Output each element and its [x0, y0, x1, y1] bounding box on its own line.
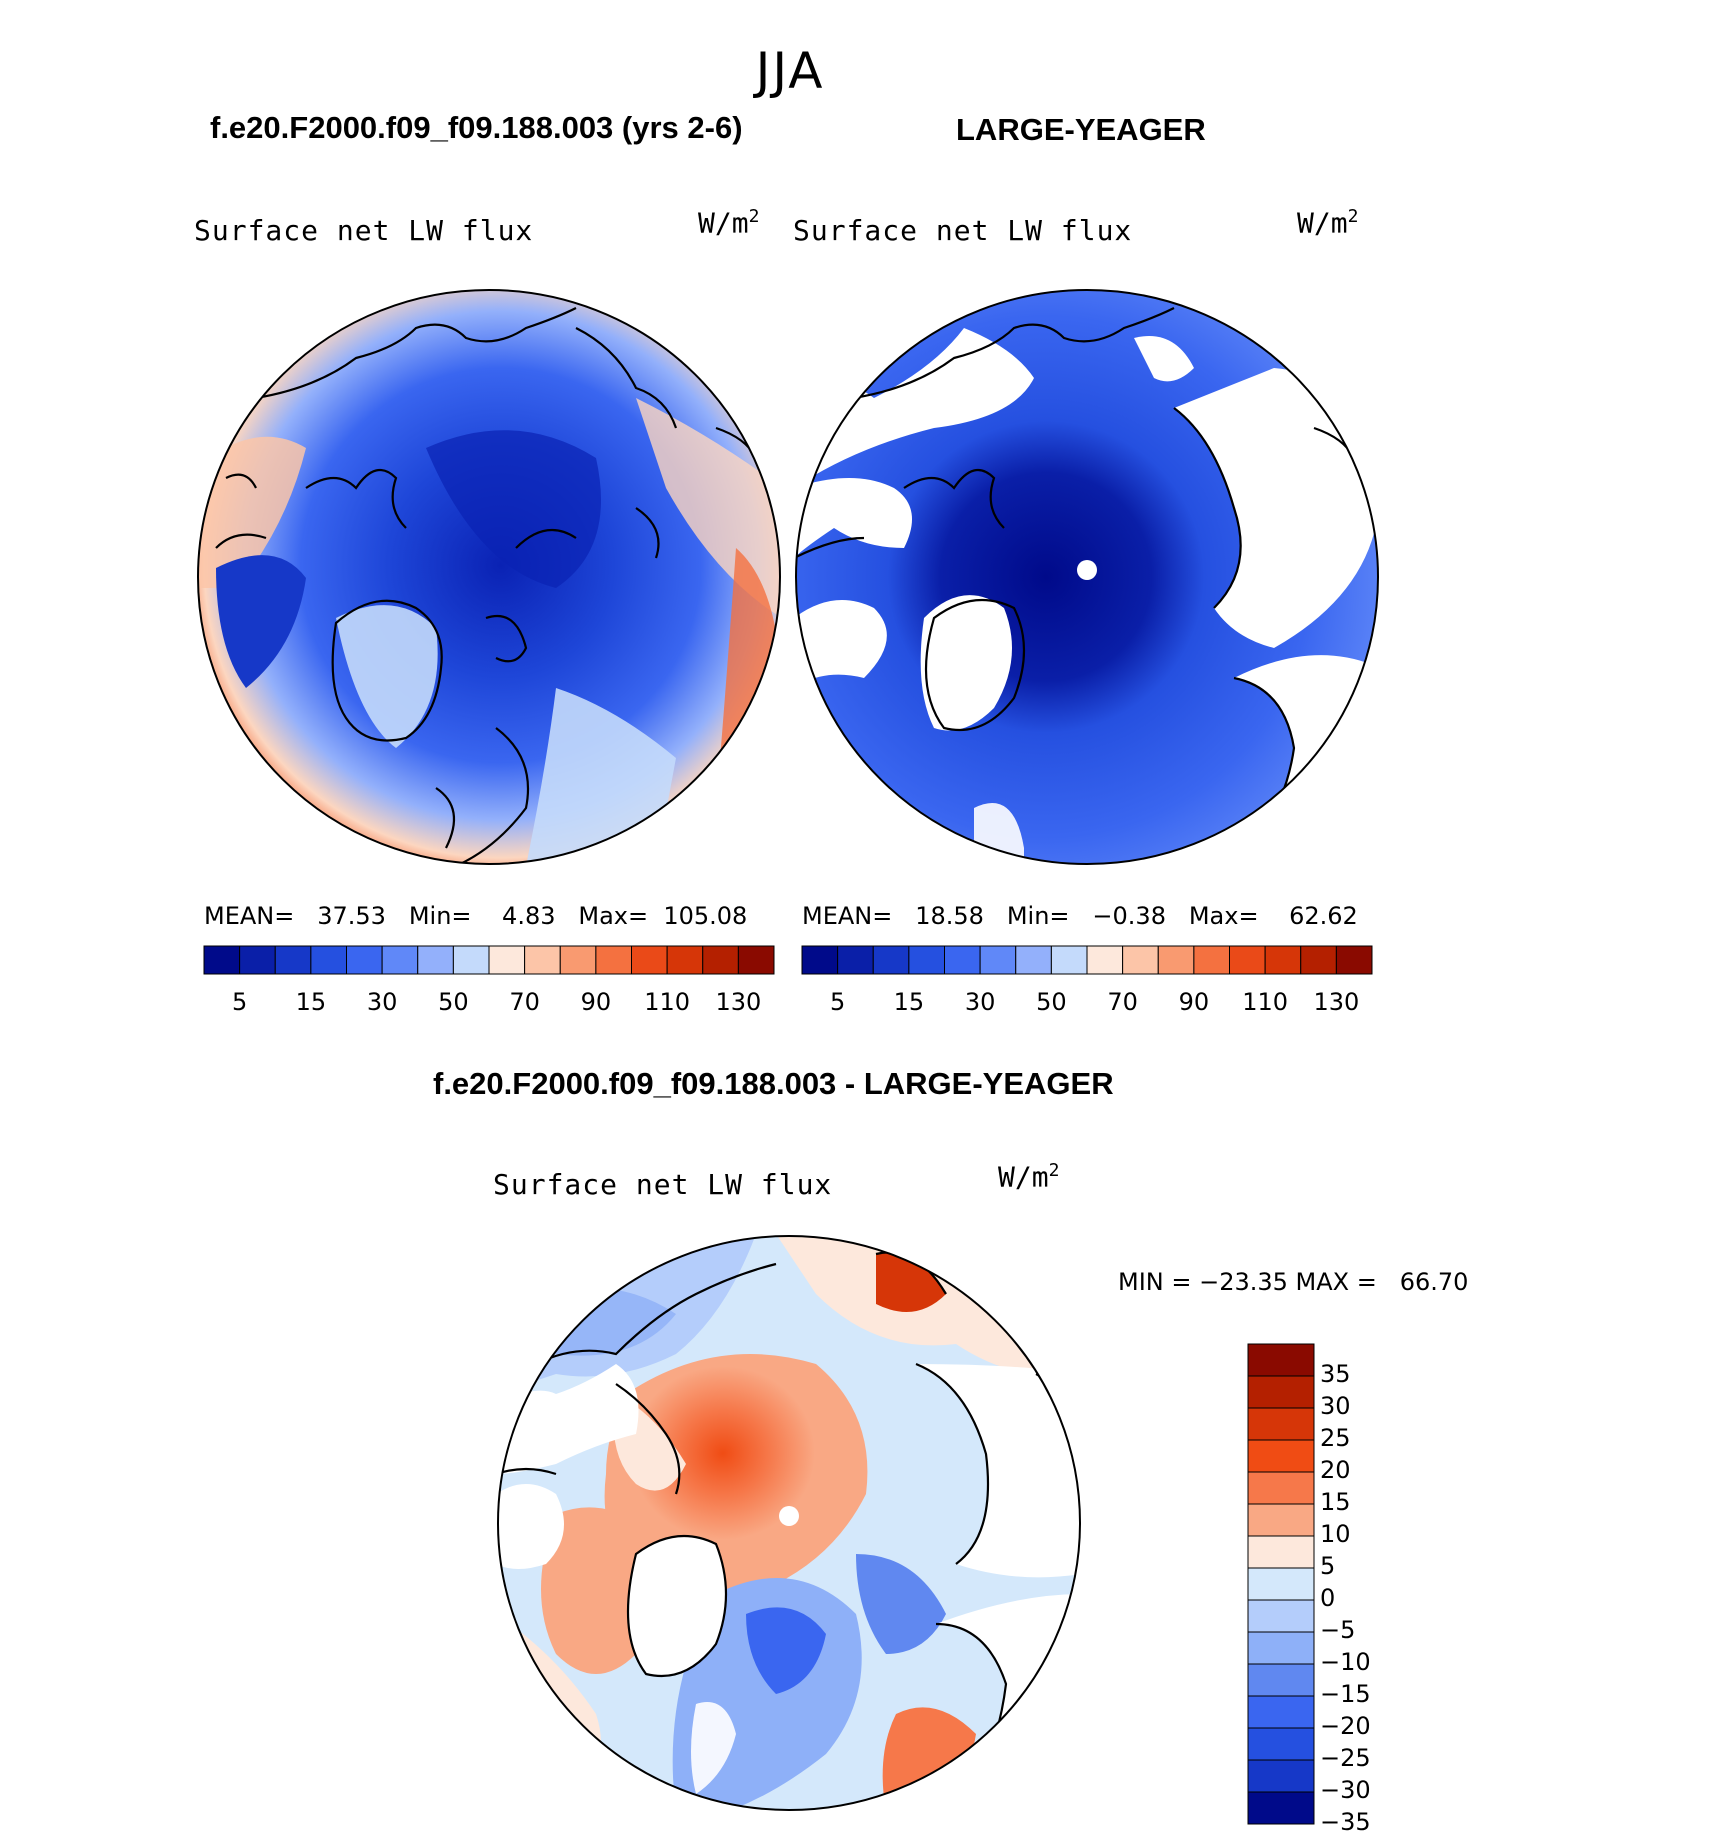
colorbar-tick-label: −5: [1320, 1616, 1356, 1644]
colorbar-tick-label: 10: [1320, 1520, 1351, 1548]
colorbar-swatch: [1335, 945, 1373, 975]
colorbar-swatch: [595, 945, 632, 975]
colorbar-swatch: [1247, 1759, 1315, 1793]
colorbar-swatch: [1247, 1535, 1315, 1569]
colorbar-tick-label: 50: [438, 988, 469, 1016]
colorbar-swatch: [559, 945, 597, 975]
colorbar-swatch: [1247, 1375, 1315, 1409]
colorbar-swatch: [381, 945, 419, 975]
colorbar-swatch: [1264, 945, 1302, 975]
colorbar-tick-label: −15: [1320, 1680, 1371, 1708]
colorbar-swatch: [1050, 945, 1088, 975]
colorbar-tick-label: −25: [1320, 1744, 1371, 1772]
obs-colorbar: [801, 945, 1373, 975]
colorbar-swatch: [872, 945, 910, 975]
colorbar-swatch: [452, 945, 490, 975]
colorbar-tick-label: 50: [1036, 988, 1067, 1016]
colorbar-swatch: [1086, 945, 1124, 975]
colorbar-swatch: [1229, 945, 1266, 975]
colorbar-tick-label: 30: [366, 988, 398, 1016]
colorbar-swatch: [631, 945, 668, 975]
colorbar-tick-label: 30: [1320, 1392, 1351, 1420]
colorbar-swatch: [737, 945, 775, 975]
model-stats: MEAN= 37.53 Min= 4.83 Max= 105.08: [204, 902, 748, 930]
colorbar-swatch: [310, 945, 347, 975]
colorbar-swatch: [1157, 945, 1195, 975]
colorbar-swatch: [417, 945, 454, 975]
colorbar-tick-label: 0: [1320, 1584, 1336, 1612]
obs-case-header: LARGE-YEAGER: [956, 112, 1206, 147]
colorbar-swatch: [1247, 1407, 1315, 1441]
colorbar-swatch: [1247, 1343, 1315, 1377]
colorbar-swatch: [1247, 1663, 1315, 1697]
colorbar-swatch: [239, 945, 276, 975]
colorbar-tick-label: 15: [295, 988, 327, 1016]
obs-panel-units: W/m2: [1297, 206, 1359, 240]
model-polar-map: [197, 289, 781, 865]
colorbar-swatch: [666, 945, 704, 975]
diff-stats: MIN = −23.35 MAX = 66.70: [1118, 1268, 1469, 1296]
obs-panel-title: Surface net LW flux: [793, 214, 1133, 247]
colorbar-swatch: [801, 945, 839, 975]
colorbar-tick-label: 110: [1242, 988, 1289, 1016]
model-colorbar: [203, 945, 775, 975]
colorbar-swatch: [203, 945, 241, 975]
colorbar-tick-label: 5: [231, 988, 248, 1016]
colorbar-tick-label: 110: [644, 988, 691, 1016]
diff-polar-map: [497, 1235, 1081, 1811]
colorbar-swatch: [944, 945, 981, 975]
colorbar-tick-label: 5: [829, 988, 846, 1016]
colorbar-tick-label: 25: [1320, 1424, 1351, 1452]
diff-colorbar: [1247, 1343, 1315, 1825]
colorbar-swatch: [702, 945, 739, 975]
colorbar-tick-label: 90: [1178, 988, 1210, 1016]
model-panel-units: W/m2: [698, 206, 760, 240]
colorbar-swatch: [1247, 1471, 1315, 1505]
model-panel-title: Surface net LW flux: [194, 214, 534, 247]
colorbar-swatch: [1015, 945, 1052, 975]
season-title: JJA: [755, 42, 825, 100]
colorbar-swatch: [1122, 945, 1159, 975]
colorbar-swatch: [837, 945, 874, 975]
colorbar-swatch: [1247, 1503, 1315, 1537]
colorbar-swatch: [1247, 1727, 1315, 1761]
colorbar-tick-label: 90: [580, 988, 612, 1016]
colorbar-tick-label: 20: [1320, 1456, 1351, 1484]
colorbar-swatch: [274, 945, 312, 975]
diff-panel-title: Surface net LW flux: [493, 1168, 833, 1201]
colorbar-swatch: [1247, 1791, 1315, 1825]
diff-header: f.e20.F2000.f09_f09.188.003 - LARGE-YEAG…: [433, 1066, 1114, 1101]
colorbar-swatch: [488, 945, 526, 975]
colorbar-tick-label: 70: [1107, 988, 1138, 1016]
colorbar-tick-label: −20: [1320, 1712, 1371, 1740]
model-case-header: f.e20.F2000.f09_f09.188.003 (yrs 2-6): [210, 110, 743, 145]
colorbar-swatch: [1247, 1567, 1315, 1601]
colorbar-swatch: [346, 945, 383, 975]
colorbar-swatch: [908, 945, 945, 975]
colorbar-tick-label: 30: [964, 988, 996, 1016]
colorbar-swatch: [1247, 1631, 1315, 1665]
colorbar-tick-label: 35: [1320, 1360, 1351, 1388]
obs-stats: MEAN= 18.58 Min= −0.38 Max= 62.62: [802, 902, 1358, 930]
colorbar-tick-label: 15: [1320, 1488, 1351, 1516]
colorbar-tick-label: 5: [1320, 1552, 1336, 1580]
colorbar-swatch: [1247, 1439, 1315, 1473]
colorbar-tick-label: −10: [1320, 1648, 1371, 1676]
colorbar-swatch: [1247, 1695, 1315, 1729]
colorbar-tick-label: 70: [509, 988, 540, 1016]
colorbar-swatch: [1300, 945, 1337, 975]
colorbar-swatch: [524, 945, 561, 975]
colorbar-tick-label: −35: [1320, 1808, 1371, 1836]
obs-polar-map: [795, 289, 1379, 865]
diff-panel-units: W/m2: [998, 1160, 1060, 1194]
colorbar-swatch: [1193, 945, 1230, 975]
colorbar-tick-label: 130: [1313, 988, 1360, 1016]
colorbar-swatch: [1247, 1599, 1315, 1633]
colorbar-tick-label: −30: [1320, 1776, 1371, 1804]
colorbar-tick-label: 130: [715, 988, 762, 1016]
colorbar-swatch: [979, 945, 1017, 975]
colorbar-tick-label: 15: [893, 988, 925, 1016]
